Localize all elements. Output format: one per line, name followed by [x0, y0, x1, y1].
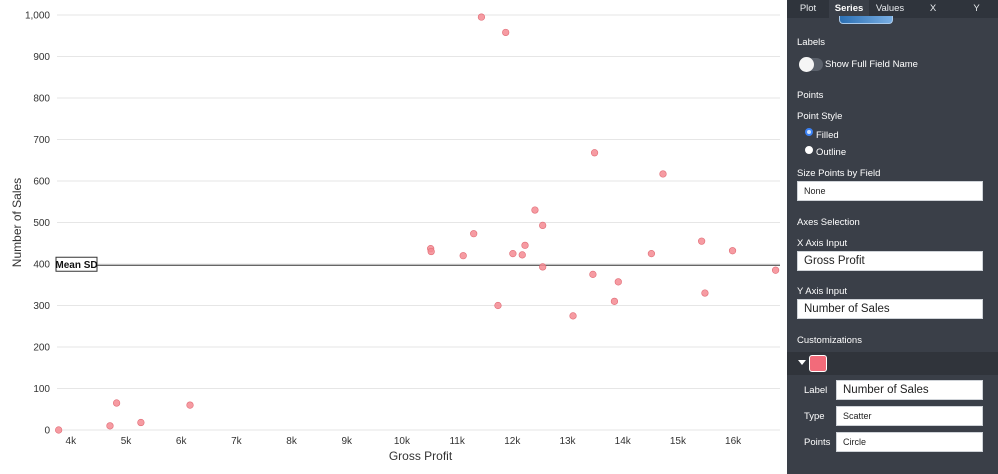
- data-point: [106, 422, 114, 430]
- data-point: [531, 206, 539, 214]
- x-axis-input-label: X Axis Input: [797, 238, 848, 249]
- y-tick-label: 400: [33, 260, 50, 271]
- type-field-label: Type: [804, 411, 825, 422]
- x-tick-label: 5k: [121, 436, 133, 447]
- type-field[interactable]: Scatter: [836, 406, 983, 426]
- y-tick-label: 0: [44, 426, 50, 437]
- data-point: [590, 149, 599, 157]
- tab-plot[interactable]: Plot: [799, 3, 817, 14]
- data-point: [698, 237, 706, 245]
- size-points-label: Size Points by Field: [797, 168, 881, 179]
- data-point: [589, 270, 597, 278]
- x-tick-label: 9k: [341, 436, 353, 447]
- axes-selection-header: Axes Selection: [797, 217, 860, 228]
- y-axis-input-field[interactable]: Number of Sales: [797, 299, 983, 319]
- data-point: [647, 250, 656, 258]
- chart-area: 0 100 200 300 400 500 600 700 800 900 1,000 4k 5k 6k 7…: [10, 10, 780, 463]
- series-customization-bar: [787, 352, 998, 375]
- size-points-field[interactable]: None: [797, 181, 983, 201]
- settings-panel: Plot Series Values X Y Labels Show Full …: [787, 0, 998, 474]
- label-field-label: Label: [804, 385, 828, 396]
- y-tick-label: 500: [33, 218, 50, 229]
- data-point: [113, 399, 121, 407]
- labels-header: Labels: [797, 37, 825, 48]
- data-point: [186, 401, 194, 409]
- data-point: [494, 301, 502, 310]
- x-tick-label: 4k: [66, 436, 78, 447]
- mean-label-box: [55, 256, 98, 272]
- data-point: [55, 426, 63, 434]
- data-point: [659, 170, 667, 178]
- series-color-swatch[interactable]: [809, 355, 827, 372]
- y-tick-label: 600: [33, 177, 50, 188]
- tab-series[interactable]: Series: [829, 0, 869, 18]
- point-style-filled-radio[interactable]: [805, 128, 813, 136]
- y-axis-title: Number of Sales: [10, 178, 24, 267]
- tab-y[interactable]: Y: [973, 3, 980, 14]
- data-point: [701, 289, 709, 297]
- x-axis-input-field[interactable]: Gross Profit: [797, 251, 983, 271]
- data-point: [569, 312, 577, 320]
- points-header: Points: [797, 90, 824, 101]
- data-point: [728, 247, 737, 255]
- mean-label: Mean SD: [55, 260, 97, 271]
- data-point: [470, 230, 478, 238]
- points-field[interactable]: Circle: [836, 432, 983, 452]
- x-tick-label: 6k: [176, 436, 188, 447]
- data-point: [771, 266, 780, 274]
- customizations-header: Customizations: [797, 335, 862, 346]
- y-tick-label: 300: [33, 301, 50, 312]
- x-tick-label: 12k: [504, 436, 521, 447]
- x-tick-label: 8k: [286, 436, 298, 447]
- tab-x[interactable]: X: [929, 3, 937, 14]
- point-style-label: Point Style: [797, 111, 843, 122]
- y-axis-input-label: Y Axis Input: [797, 286, 847, 297]
- data-point: [610, 297, 619, 305]
- point-style-filled-label: Filled: [816, 130, 839, 141]
- data-point: [614, 278, 622, 286]
- y-tick-label: 700: [33, 135, 50, 146]
- data-point: [539, 263, 547, 271]
- y-tick-label: 800: [33, 94, 50, 105]
- x-tick-label: 13k: [559, 436, 576, 447]
- y-tick-label: 900: [33, 52, 50, 63]
- y-tick-label: 1,000: [25, 11, 50, 22]
- data-point: [459, 252, 467, 260]
- label-field[interactable]: Number of Sales: [836, 380, 983, 400]
- data-point: [137, 418, 145, 427]
- data-point: [539, 221, 547, 230]
- color-gradient-strip[interactable]: [839, 16, 893, 24]
- scatter-chart: 0 100 200 300 400 500 600 700 800 900 1,000 4k 5k 6k 7…: [10, 11, 780, 463]
- data-point: [477, 13, 486, 21]
- show-full-field-name-toggle[interactable]: [799, 57, 823, 72]
- point-style-outline-label: Outline: [816, 147, 847, 158]
- y-tick-label: 100: [33, 384, 50, 395]
- toggle-knob: [799, 57, 814, 72]
- data-point: [521, 241, 529, 249]
- panel-tabs: Plot Series Values X Y: [787, 0, 998, 18]
- tab-values[interactable]: Values: [875, 3, 905, 14]
- point-style-outline-radio[interactable]: [805, 146, 813, 154]
- x-axis-title: Gross Profit: [389, 449, 453, 463]
- x-tick-label: 16k: [725, 436, 742, 447]
- data-point: [509, 250, 517, 258]
- data-point: [518, 251, 526, 259]
- show-full-field-name-label: Show Full Field Name: [825, 59, 918, 70]
- y-tick-label: 200: [33, 343, 50, 354]
- x-tick-label: 11k: [449, 436, 465, 447]
- x-tick-label: 10k: [394, 436, 411, 447]
- caret-down-icon[interactable]: [798, 360, 806, 365]
- data-point: [502, 28, 510, 37]
- data-point: [427, 247, 435, 256]
- points-field-label: Points: [804, 437, 831, 448]
- x-tick-label: 7k: [231, 436, 243, 447]
- x-tick-label: 15k: [670, 436, 687, 447]
- x-tick-label: 14k: [615, 436, 632, 447]
